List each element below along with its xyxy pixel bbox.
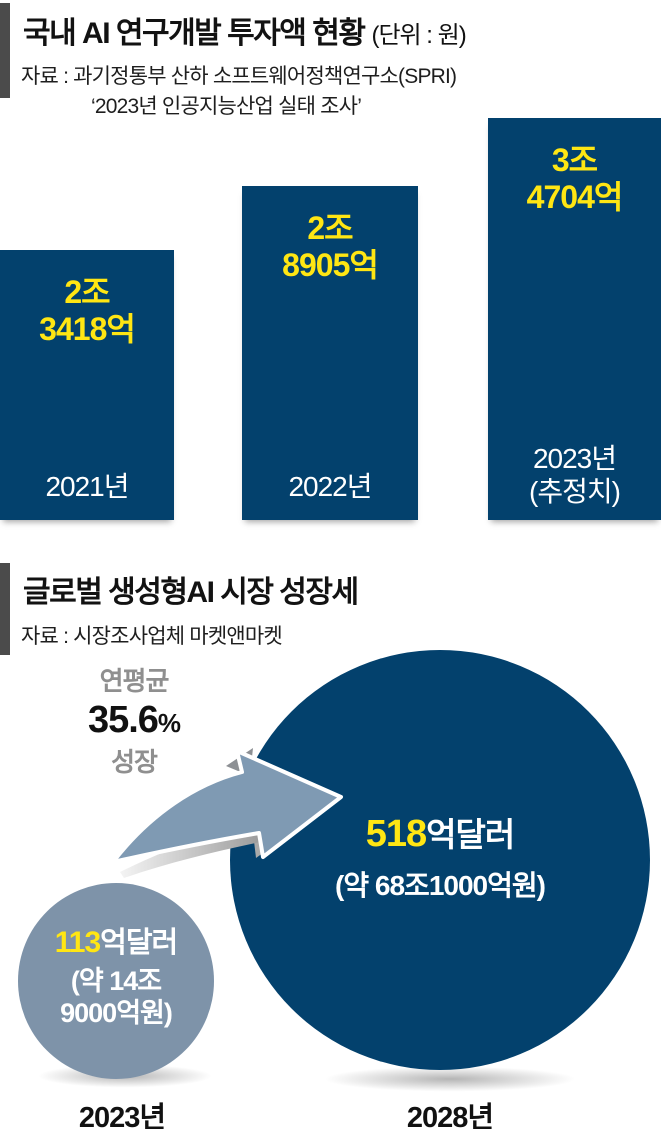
bar-2023-year-line1: 2023년 (532, 443, 617, 474)
bubble-2028-value: 518억달러 (230, 808, 650, 856)
growth-arrow-icon (111, 748, 343, 878)
section2-source: 자료 : 시장조사업체 마켓앤마켓 (21, 625, 283, 648)
bar-2021-value-label: 2조 3418억 (0, 274, 174, 348)
section1-unit-label: (단위 : 원) (371, 22, 466, 49)
bar-2022-value-line1: 2조 (307, 210, 353, 246)
section2-title: 글로벌 생성형AI 시장 성장세 (23, 576, 359, 609)
bar-2022-year-line1: 2022년 (288, 471, 372, 502)
bar-2021-value-line2: 3418억 (39, 311, 136, 347)
growth-label-bottom: 성장 (111, 747, 158, 777)
growth-percent-sign: % (157, 708, 181, 738)
bubble-2028-value-unit: 억달러 (426, 816, 515, 853)
section1-source-line2: ‘2023년 인공지능산업 실태 조사’ (91, 95, 362, 118)
bar-2023: 3조 4704억 2023년 (추정치) (488, 118, 661, 520)
bubble-2023: 113억달러 (약 14조 9000억원) (18, 883, 214, 1079)
growth-rate: 35.6% (44, 698, 224, 745)
bar-2023-value-line1: 3조 (551, 142, 598, 178)
bubble-2028-subvalue: (약 68조1000억원) (335, 870, 546, 901)
section1-source-line1: 자료 : 과기정통부 산하 소프트웨어정책연구소(SPRI) (21, 65, 457, 88)
bar-2021-year-label: 2021년 (0, 470, 174, 503)
section1-title-text: 국내 AI 연구개발 투자액 현황 (23, 17, 366, 50)
big-circle-shadow (320, 1066, 580, 1092)
bar-2023-year-line2: (추정치) (529, 476, 621, 507)
bar-2023-year-label: 2023년 (추정치) (488, 442, 661, 508)
bubble-2028: 518억달러 (약 68조1000억원) (230, 650, 650, 1070)
bar-2021-year-line1: 2021년 (45, 471, 129, 502)
bar-2021: 2조 3418억 2021년 (0, 250, 174, 520)
growth-label-top: 연평균 (99, 666, 170, 696)
bubble-2023-value-unit: 억달러 (100, 927, 178, 959)
bubble-2028-value-number: 518 (365, 813, 427, 855)
bar-2021-value-line1: 2조 (64, 274, 110, 310)
growth-annotation: 연평균 35.6% 성장 (44, 664, 224, 779)
bar-2022-value-line2: 8905억 (282, 247, 379, 283)
bubble-2028-year-label: 2028년 (406, 1102, 494, 1129)
bubble-2023-year-label: 2023년 (78, 1102, 166, 1129)
bar-2022: 2조 8905억 2022년 (242, 186, 418, 520)
section1-accent-bar (0, 3, 10, 98)
bubble-2023-subvalue-line2: 9000억원) (60, 998, 173, 1028)
section2-accent-bar (0, 563, 10, 655)
bar-2022-value-label: 2조 8905억 (242, 210, 418, 284)
bubble-2023-value-number: 113 (54, 926, 101, 959)
section1-title: 국내 AI 연구개발 투자액 현황 (단위 : 원) (23, 8, 467, 52)
bubble-2023-value: 113억달러 (18, 919, 214, 961)
bar-2023-value-line2: 4704억 (526, 179, 624, 215)
growth-rate-number: 35.6 (87, 699, 159, 741)
bubble-2023-subvalue-line1: (약 14조 (70, 966, 162, 996)
bar-2023-value-label: 3조 4704억 (488, 142, 661, 216)
bubble-2023-subvalue: (약 14조 9000억원) (18, 965, 214, 1029)
bar-2022-year-label: 2022년 (242, 470, 418, 503)
